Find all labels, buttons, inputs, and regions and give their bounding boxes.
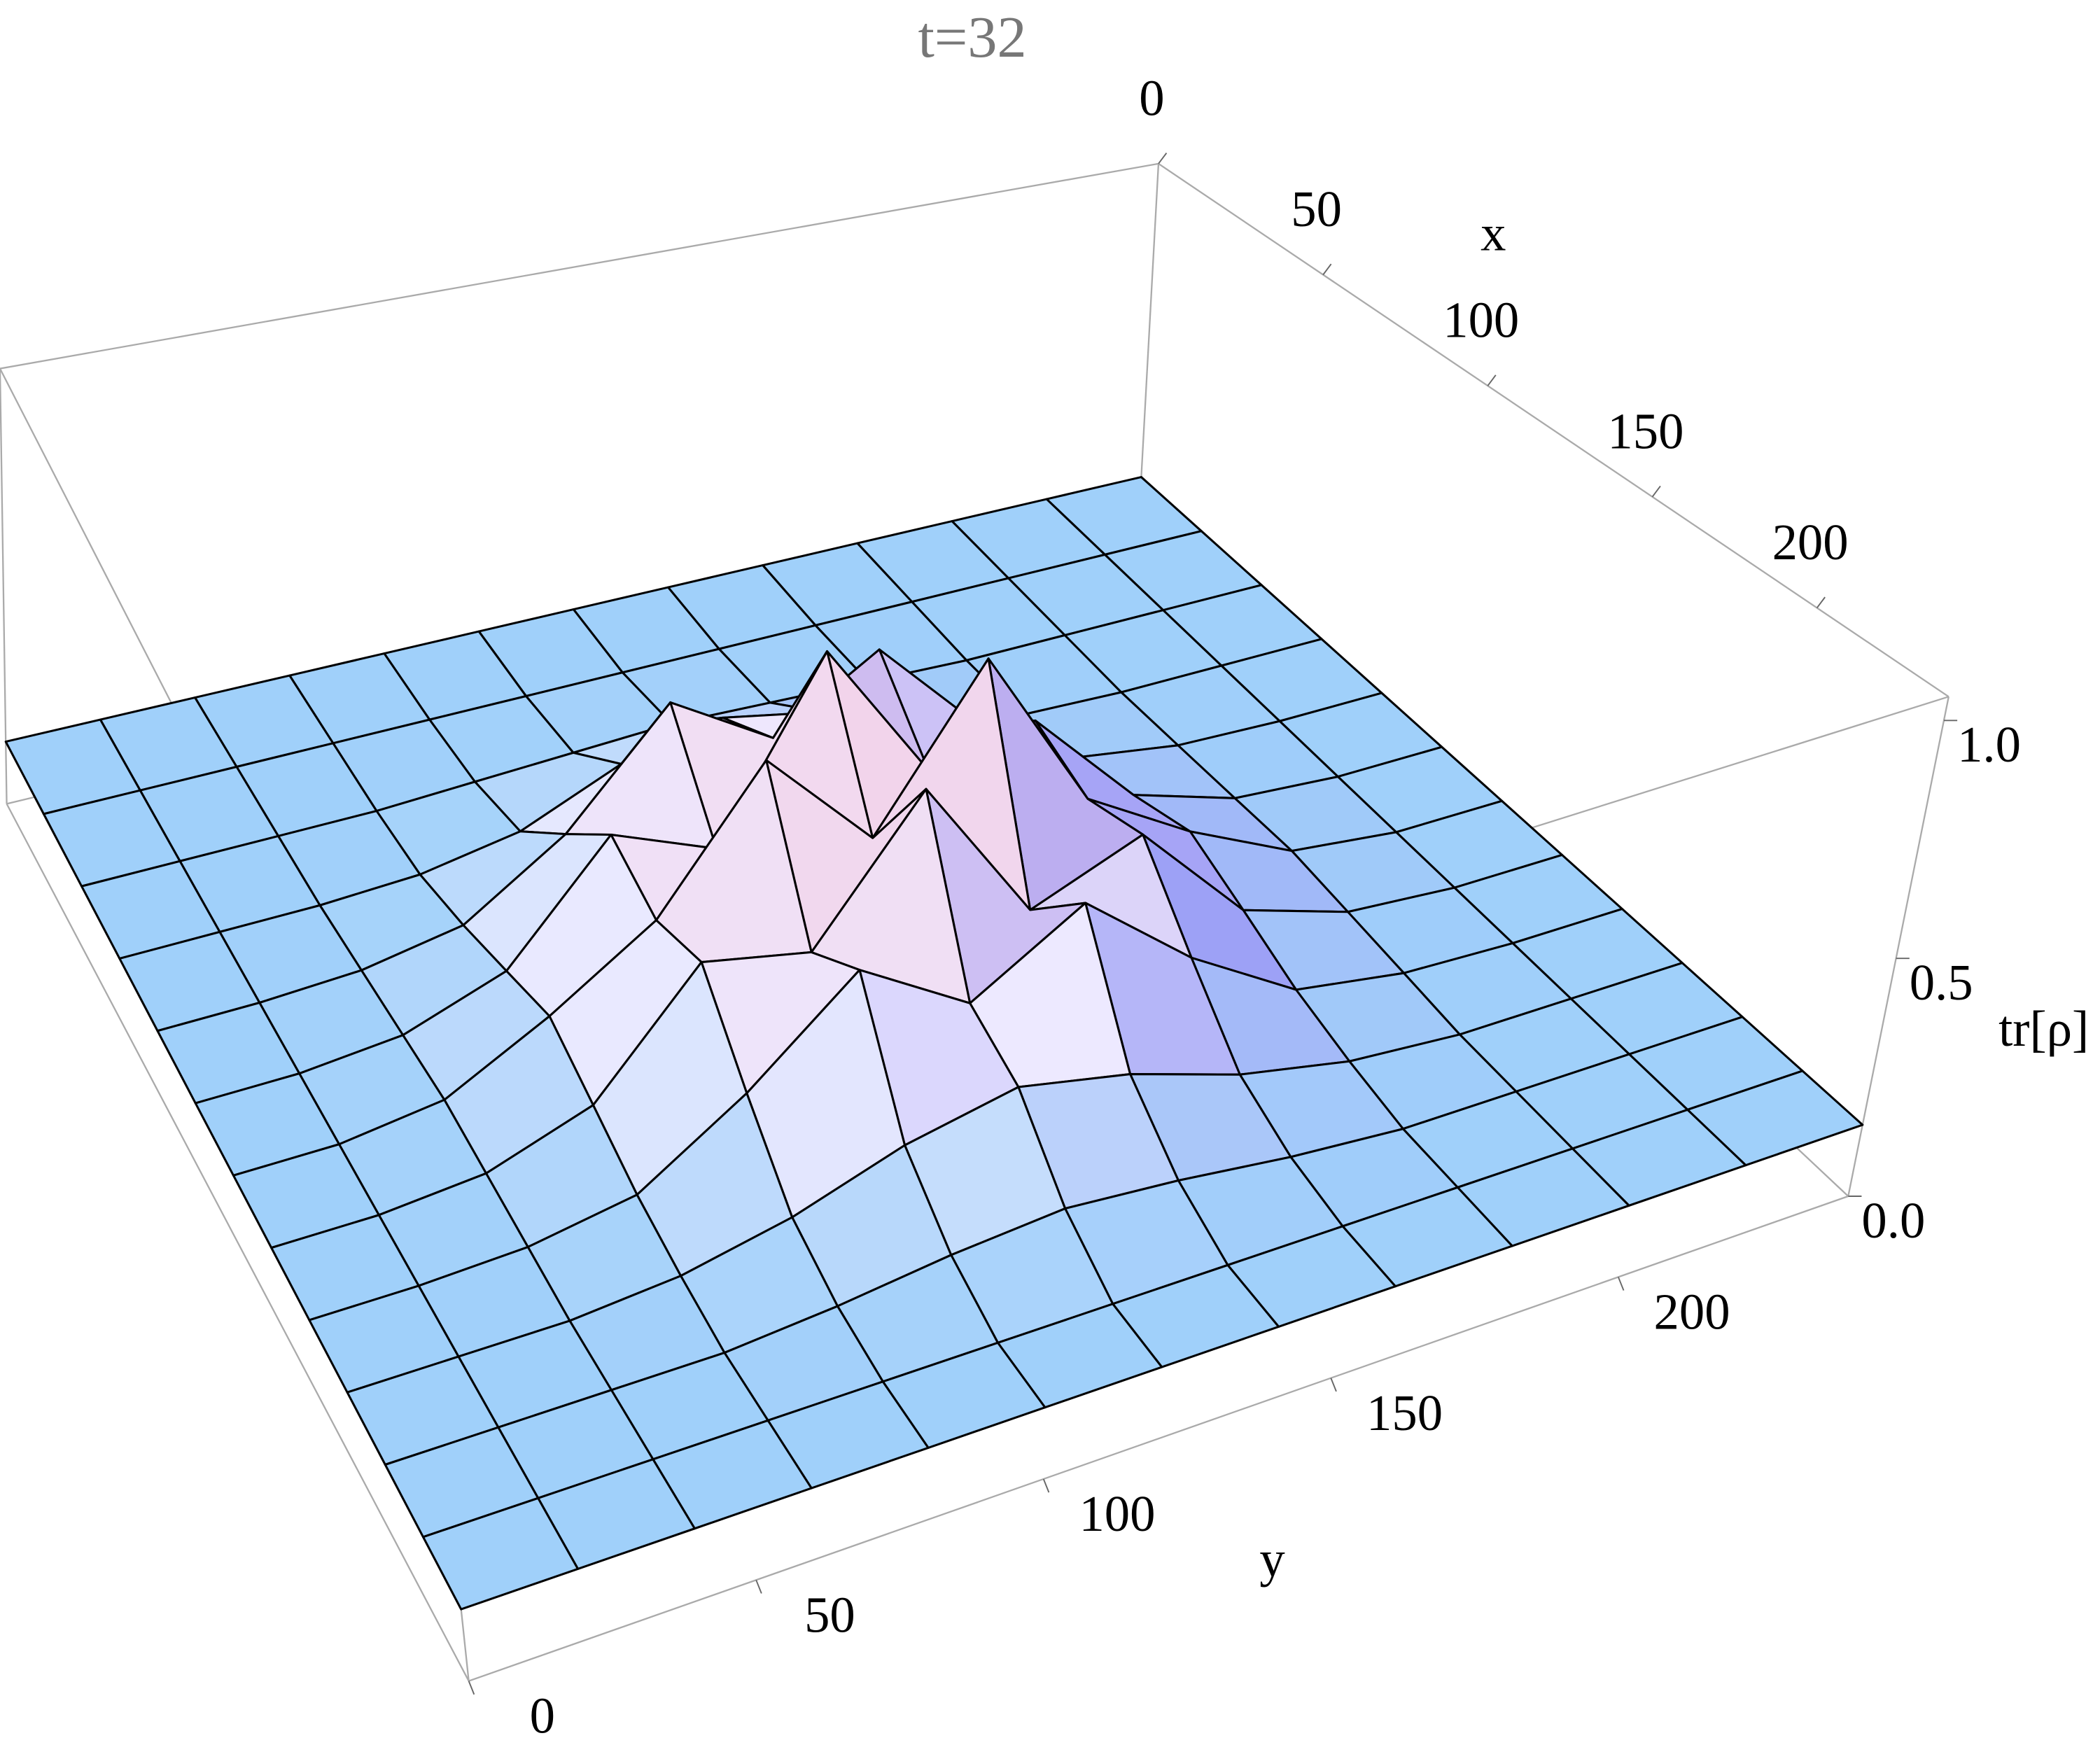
x-tick-label: 0 xyxy=(1139,69,1164,126)
x-tick xyxy=(1487,374,1497,386)
x-tick-label: 150 xyxy=(1607,402,1684,459)
y-tick-label: 0 xyxy=(530,1688,555,1744)
surface-cell xyxy=(421,1497,580,1611)
x-tick xyxy=(1158,152,1168,164)
box-edge xyxy=(1138,163,1160,530)
y-tick-label: 100 xyxy=(1079,1485,1155,1542)
y-axis-label: y xyxy=(1259,1531,1285,1588)
box-edge xyxy=(0,162,1159,370)
z-tick-label: 0.5 xyxy=(1910,954,1973,1011)
x-tick xyxy=(1816,596,1826,608)
y-tick-label: 150 xyxy=(1366,1385,1443,1441)
z-axis-label: tr[ρ] xyxy=(1998,1000,2089,1057)
box-edge xyxy=(6,803,470,1682)
box-edge xyxy=(0,368,8,804)
x-axis-label: x xyxy=(1480,205,1506,262)
x-tick-label: 50 xyxy=(1291,181,1342,237)
y-tick xyxy=(1042,1478,1050,1493)
x-tick xyxy=(1322,263,1332,276)
y-tick xyxy=(1617,1277,1625,1291)
y-tick-label: 50 xyxy=(804,1586,855,1643)
x-tick-label: 100 xyxy=(1443,292,1519,349)
x-tick xyxy=(1651,485,1661,498)
chart-title: t=32 xyxy=(918,5,1027,70)
z-tick-label: 1.0 xyxy=(1957,716,2021,773)
y-tick xyxy=(755,1579,762,1594)
x-tick-label: 200 xyxy=(1772,514,1849,570)
box-edge xyxy=(1847,696,1949,1197)
y-tick xyxy=(1330,1378,1337,1392)
y-tick xyxy=(468,1681,475,1695)
z-tick-label: 0.0 xyxy=(1861,1192,1925,1249)
y-tick-label: 200 xyxy=(1654,1284,1730,1340)
